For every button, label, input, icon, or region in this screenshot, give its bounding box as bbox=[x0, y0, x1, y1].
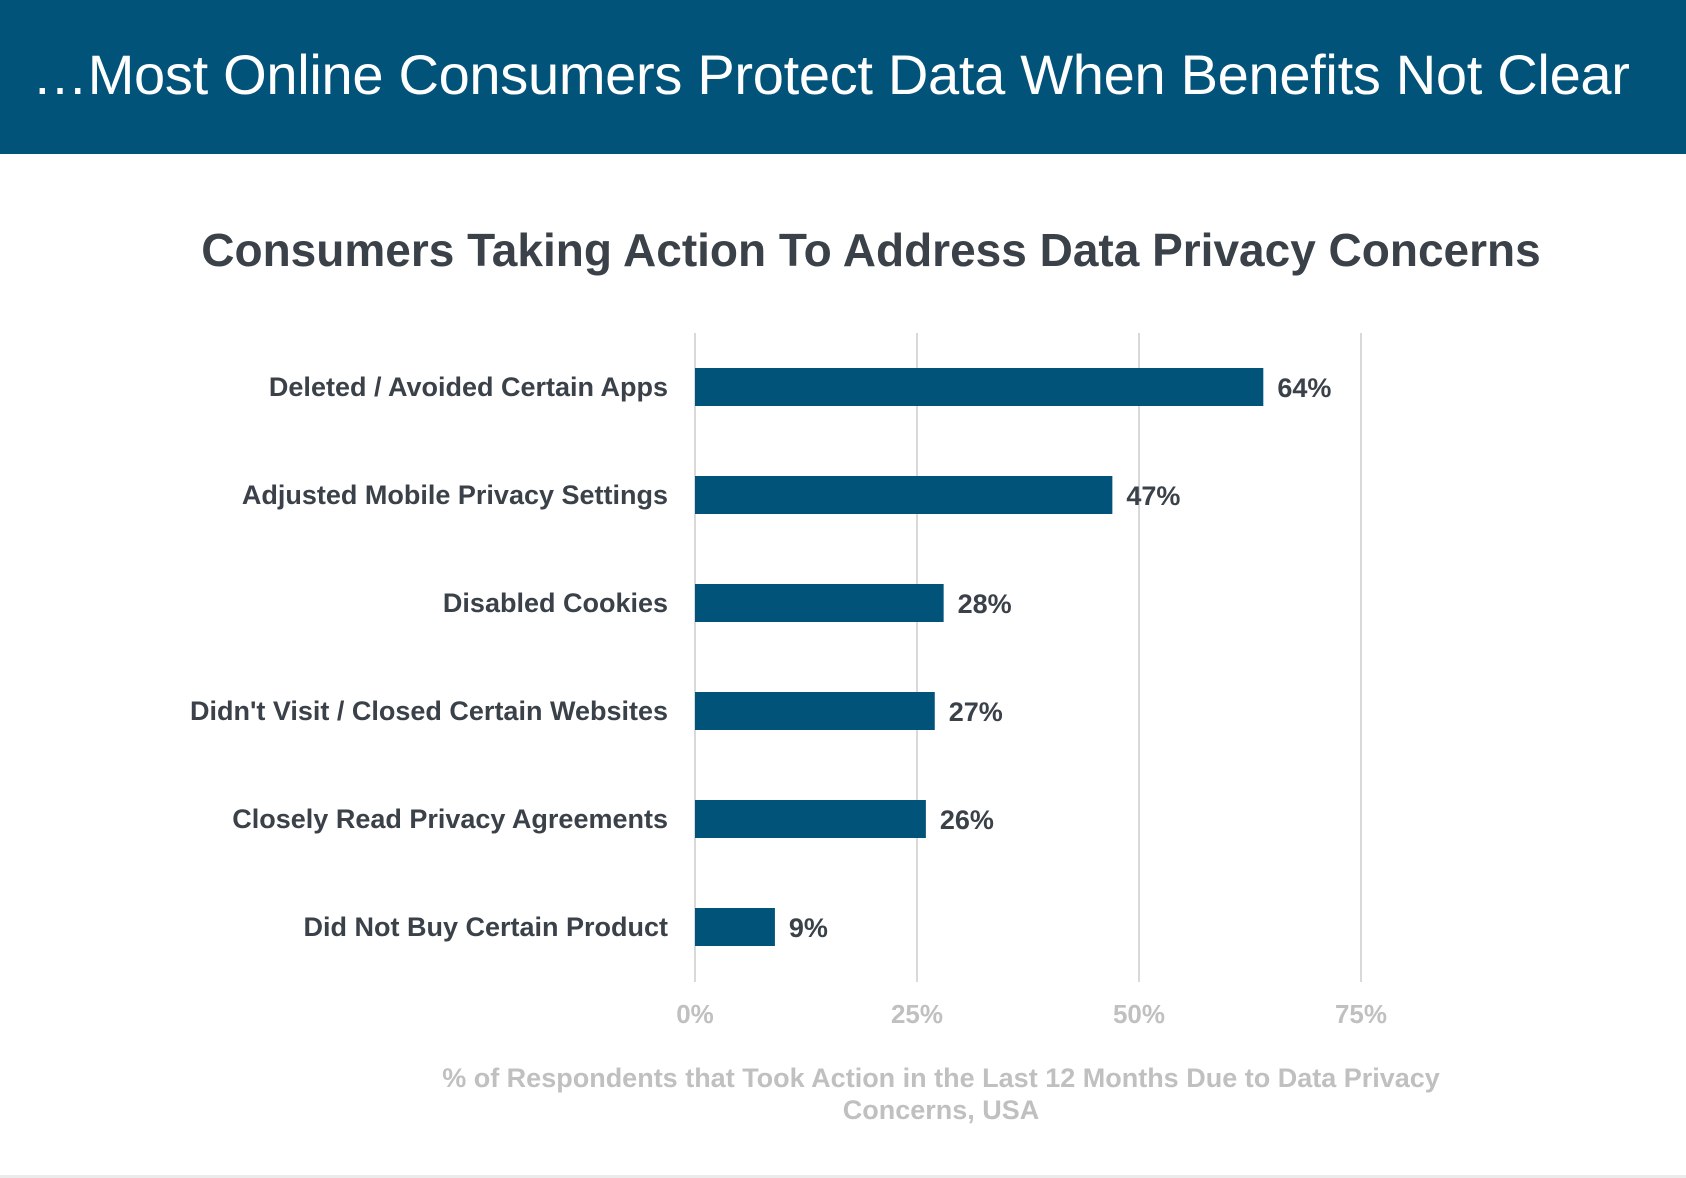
bar bbox=[695, 800, 926, 838]
category-label: Didn't Visit / Closed Certain Websites bbox=[190, 696, 668, 726]
value-label: 28% bbox=[958, 589, 1012, 619]
x-tick-label: 75% bbox=[1335, 999, 1387, 1029]
bar bbox=[695, 584, 944, 622]
category-label: Deleted / Avoided Certain Apps bbox=[269, 372, 668, 402]
value-labels: 64% 47% 28% 27% 26% 9% bbox=[789, 373, 1331, 943]
category-label: Disabled Cookies bbox=[443, 588, 668, 618]
category-labels: Deleted / Avoided Certain Apps Adjusted M… bbox=[190, 372, 668, 942]
bottom-divider bbox=[0, 1175, 1686, 1178]
value-label: 64% bbox=[1277, 373, 1331, 403]
bar bbox=[695, 476, 1113, 514]
value-label: 26% bbox=[940, 805, 994, 835]
page-title: …Most Online Consumers Protect Data When… bbox=[32, 43, 1630, 106]
category-label: Closely Read Privacy Agreements bbox=[232, 804, 668, 834]
chart-title: Consumers Taking Action To Address Data … bbox=[201, 224, 1541, 276]
value-label: 9% bbox=[789, 913, 828, 943]
bar bbox=[695, 692, 935, 730]
x-tick-label: 50% bbox=[1113, 999, 1165, 1029]
x-tick-label: 0% bbox=[676, 999, 714, 1029]
value-label: 27% bbox=[949, 697, 1003, 727]
x-tick-labels: 0% 25% 50% 75% bbox=[676, 999, 1387, 1029]
gridlines bbox=[694, 333, 1362, 982]
header-banner: …Most Online Consumers Protect Data When… bbox=[0, 0, 1686, 154]
category-label: Adjusted Mobile Privacy Settings bbox=[242, 480, 668, 510]
x-tick-label: 25% bbox=[891, 999, 943, 1029]
value-label: 47% bbox=[1126, 481, 1180, 511]
bars bbox=[695, 368, 1264, 946]
bar bbox=[695, 908, 775, 946]
x-axis-title: % of Respondents that Took Action in the… bbox=[442, 1063, 1440, 1125]
category-label: Did Not Buy Certain Product bbox=[303, 912, 668, 942]
bar bbox=[695, 368, 1264, 406]
